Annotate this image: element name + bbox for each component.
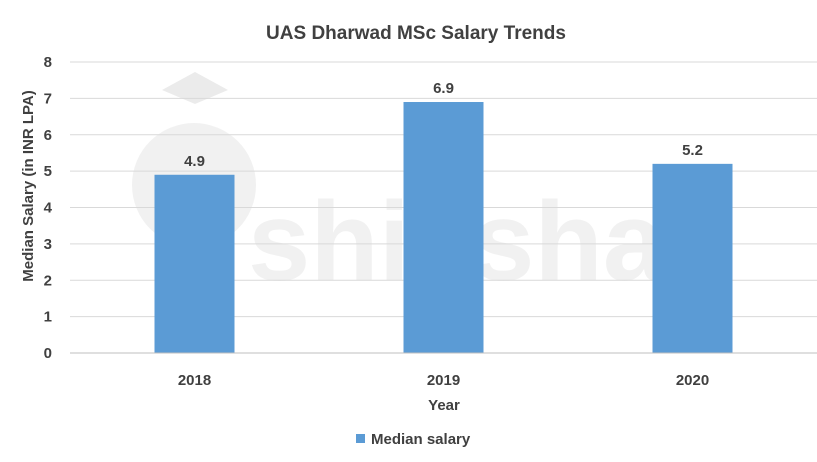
bar — [403, 102, 484, 353]
bar — [154, 174, 235, 353]
bar — [652, 163, 733, 353]
legend: Median salary — [356, 431, 471, 448]
y-tick-label: 1 — [44, 309, 52, 326]
legend-label: Median salary — [371, 431, 471, 448]
y-tick-label: 0 — [44, 345, 52, 362]
bars-layer — [154, 102, 733, 353]
x-tick-label: 2018 — [178, 372, 211, 389]
data-label: 6.9 — [433, 80, 454, 97]
x-axis-title: Year — [428, 397, 460, 414]
y-tick-label: 2 — [44, 272, 52, 289]
chart-title: UAS Dharwad MSc Salary Trends — [266, 23, 566, 44]
x-tick-label: 2019 — [427, 372, 460, 389]
y-tick-label: 7 — [44, 90, 52, 107]
y-tick-label: 6 — [44, 127, 52, 144]
y-tick-label: 4 — [44, 200, 53, 217]
axis-layer: 0 1 2 3 4 5 6 7 8 2018 2019 2020 — [44, 54, 817, 389]
watermark-cap-icon — [162, 72, 228, 104]
labels-layer: 4.9 6.9 5.2 — [184, 80, 703, 170]
data-label: 5.2 — [682, 142, 703, 159]
x-tick-label: 2020 — [676, 372, 709, 389]
y-tick-label: 3 — [44, 236, 52, 253]
data-label: 4.9 — [184, 153, 205, 170]
y-axis-title: Median Salary (in INR LPA) — [20, 90, 37, 281]
legend-swatch — [356, 434, 365, 443]
y-tick-label: 8 — [44, 54, 52, 71]
y-tick-label: 5 — [44, 163, 52, 180]
